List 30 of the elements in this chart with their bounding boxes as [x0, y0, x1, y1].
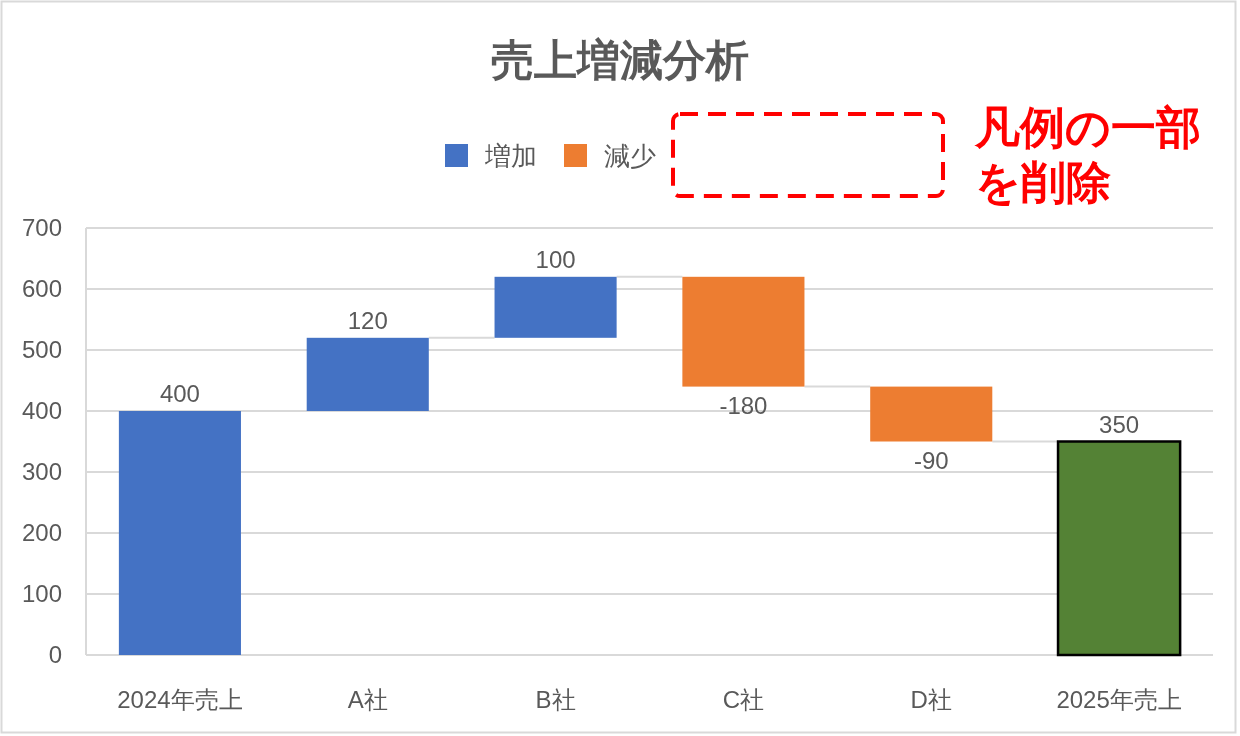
- data-label: -180: [719, 391, 768, 419]
- bar: [682, 276, 805, 387]
- data-label: 100: [535, 245, 576, 273]
- y-tick-label: 300: [21, 458, 62, 485]
- data-label: -90: [913, 446, 949, 474]
- x-tick-label: 2024年売上: [117, 686, 243, 713]
- x-tick-label: B社: [535, 686, 576, 713]
- bar: [118, 411, 241, 655]
- bar: [306, 337, 429, 411]
- x-tick-label: 2025年売上: [1056, 686, 1182, 713]
- y-tick-label: 600: [21, 275, 62, 302]
- bar: [1056, 440, 1182, 657]
- chart-title: 売上増減分析: [491, 36, 749, 84]
- y-tick-label: 0: [48, 641, 62, 668]
- bar: [870, 386, 993, 442]
- x-tick-label: D社: [910, 686, 952, 713]
- data-label: 120: [347, 306, 388, 334]
- data-label: 350: [1099, 410, 1140, 438]
- x-tick-label: A社: [347, 686, 388, 713]
- y-tick-label: 100: [21, 580, 62, 607]
- y-tick-label: 200: [21, 519, 62, 546]
- legend-label: 増加: [484, 141, 537, 171]
- legend-label: 減少: [604, 141, 656, 171]
- y-tick-label: 500: [21, 336, 62, 363]
- text: 凡例の一部を削除: [974, 102, 1201, 208]
- y-tick-label: 700: [21, 214, 62, 241]
- bar: [494, 276, 617, 338]
- data-label: 400: [159, 380, 200, 407]
- x-tick-label: C社: [722, 686, 765, 713]
- y-tick-label: 400: [21, 397, 62, 424]
